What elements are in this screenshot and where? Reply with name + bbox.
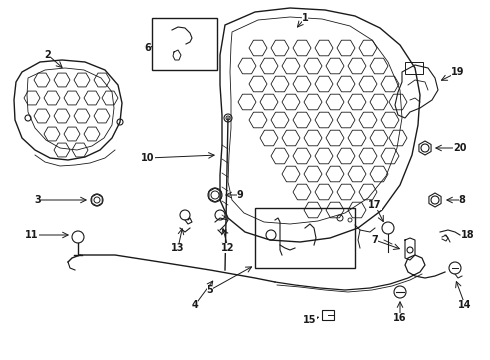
Text: 2: 2 [45,50,51,60]
Text: 15: 15 [303,315,317,325]
Text: 17: 17 [368,200,382,210]
Text: 12: 12 [221,243,235,253]
Text: 6: 6 [145,43,151,53]
Text: 18: 18 [461,230,475,240]
Bar [322,310,334,320]
Text: 16: 16 [393,313,407,323]
Text: 3: 3 [35,195,41,205]
Bar [405,62,423,74]
Text: 10: 10 [141,153,155,163]
Text: 20: 20 [453,143,467,153]
Bar [255,208,355,268]
Text: 7: 7 [371,235,378,245]
Text: 4: 4 [192,300,198,310]
Text: 9: 9 [237,190,244,200]
Text: 11: 11 [25,230,39,240]
Text: 19: 19 [451,67,465,77]
Bar [152,18,217,70]
Text: 14: 14 [458,300,472,310]
Text: 13: 13 [171,243,185,253]
Text: 8: 8 [459,195,466,205]
Text: 1: 1 [302,13,308,23]
Text: 5: 5 [207,285,213,295]
